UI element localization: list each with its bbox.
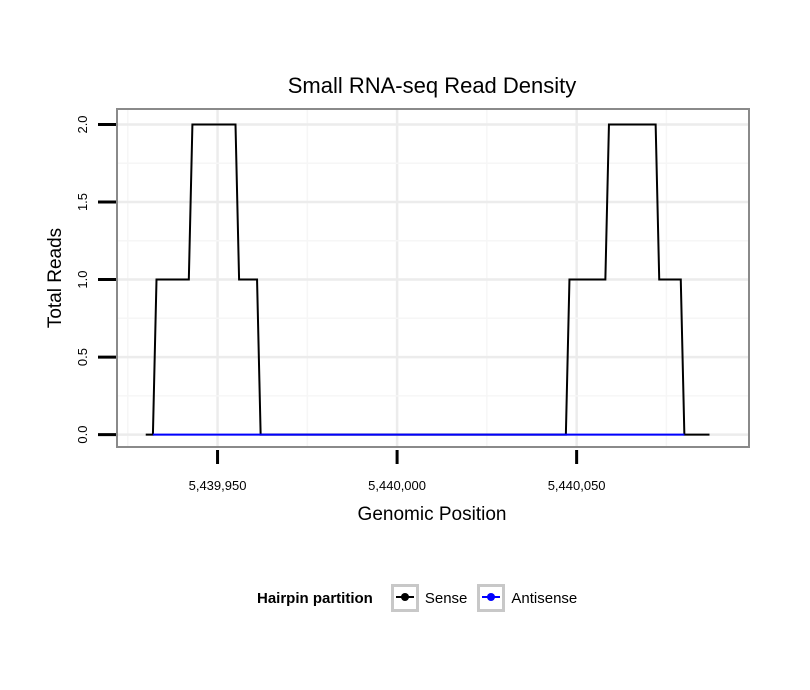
- x-tick-label: 5,440,050: [548, 478, 606, 493]
- y-tick-label: 1.0: [75, 271, 90, 289]
- chart-title: Small RNA-seq Read Density: [288, 73, 577, 98]
- legend-title: Hairpin partition: [257, 589, 373, 607]
- legend-label-antisense: Antisense: [511, 589, 578, 607]
- series-lines: [145, 123, 710, 436]
- y-tick-label: 0.5: [75, 348, 90, 366]
- legend-sense-dot: [400, 593, 409, 601]
- legend-label-sense: Sense: [424, 589, 468, 607]
- x-tick-label: 5,440,000: [368, 478, 426, 493]
- y-tick-label: 2.0: [75, 115, 90, 133]
- x-axis-label: Genomic Position: [358, 504, 507, 525]
- legend-antisense-dot: [487, 593, 496, 601]
- legend: Hairpin partition Sense Antisense: [257, 581, 587, 615]
- y-tick-label: 0.0: [75, 426, 90, 444]
- axes: 5,439,950 5,440,000 5,440,050 0.0 0.5 1.0 1.5 2…: [75, 115, 606, 493]
- y-tick-label: 1.5: [75, 193, 90, 211]
- x-tick-label: 5,439,950: [189, 478, 247, 493]
- plot-panel: [116, 108, 750, 448]
- legend-key-antisense: [477, 584, 506, 612]
- legend-key-sense: [390, 584, 419, 612]
- y-axis-label: Total Reads: [45, 228, 66, 328]
